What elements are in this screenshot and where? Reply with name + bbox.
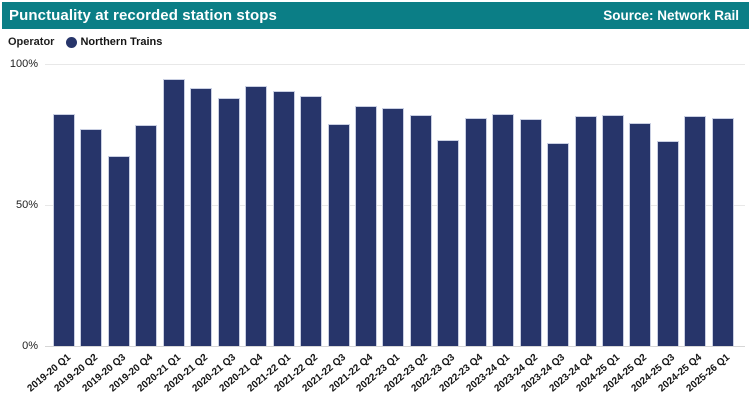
bar[interactable]	[574, 116, 597, 346]
bar[interactable]	[135, 124, 158, 346]
gridline-0	[45, 346, 745, 347]
bar[interactable]	[409, 115, 432, 346]
bar[interactable]	[107, 155, 130, 346]
bar[interactable]	[190, 87, 213, 346]
gridline-100	[45, 64, 745, 65]
legend-title: Operator	[8, 36, 55, 48]
bar[interactable]	[162, 79, 185, 346]
bar[interactable]	[684, 116, 707, 346]
plot-area	[45, 64, 745, 347]
bar[interactable]	[217, 98, 240, 346]
legend-marker-icon[interactable]	[66, 36, 78, 48]
y-axis-tick-label: 50%	[15, 199, 38, 211]
bar[interactable]	[300, 96, 323, 346]
source-label: Source: Network Rail	[603, 8, 739, 23]
bar[interactable]	[492, 113, 515, 346]
y-axis-tick-label: 0%	[22, 340, 38, 352]
bar[interactable]	[53, 113, 75, 346]
legend-series-label[interactable]: Northern Trains	[80, 36, 163, 48]
bar[interactable]	[656, 141, 679, 346]
bar[interactable]	[382, 107, 405, 346]
bar[interactable]	[272, 90, 295, 346]
bar[interactable]	[80, 129, 103, 346]
bar[interactable]	[602, 115, 624, 346]
legend: Operator Northern Trains	[8, 34, 162, 50]
y-axis-tick-label: 100%	[9, 58, 38, 70]
bar[interactable]	[437, 139, 460, 346]
bar[interactable]	[711, 117, 734, 346]
chart-title-bar: Punctuality at recorded station stops So…	[2, 2, 749, 29]
bar[interactable]	[464, 118, 487, 346]
bar[interactable]	[519, 118, 542, 346]
bar[interactable]	[245, 85, 268, 346]
bar[interactable]	[327, 123, 350, 346]
bar[interactable]	[354, 106, 377, 346]
page-title: Punctuality at recorded station stops	[9, 7, 277, 24]
bar[interactable]	[547, 143, 570, 346]
bar[interactable]	[629, 122, 652, 346]
